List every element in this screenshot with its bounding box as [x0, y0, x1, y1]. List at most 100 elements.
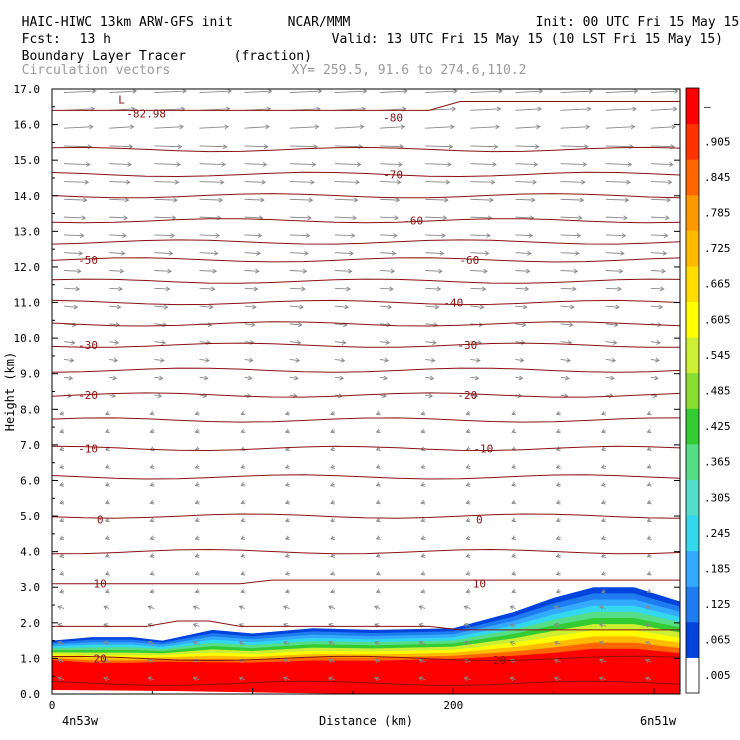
vector-head — [267, 88, 273, 94]
vector-head — [116, 304, 122, 310]
terrain-strip — [52, 690, 374, 694]
vector-head — [463, 676, 469, 681]
vector-arrow — [240, 553, 246, 558]
vector-head — [645, 640, 650, 646]
vector-arrow — [328, 605, 336, 610]
vector-shaft — [650, 90, 678, 94]
vector-head — [495, 124, 500, 130]
vector-arrow — [380, 197, 401, 203]
vector-head — [509, 640, 515, 646]
vector-arrow — [334, 268, 353, 274]
vector-arrow — [64, 233, 85, 239]
vector-head — [600, 588, 606, 594]
vector-arrow — [154, 357, 165, 363]
vector-shaft — [560, 145, 588, 148]
vector-arrow — [194, 410, 200, 416]
vector-arrow — [645, 658, 652, 664]
vector-arrow — [104, 553, 110, 558]
vector-head — [149, 553, 155, 558]
vector-shaft — [560, 252, 579, 254]
vector-arrow — [104, 588, 110, 594]
vector-arrow — [379, 357, 389, 363]
vector-arrow — [154, 161, 181, 167]
vector-arrow — [650, 161, 674, 167]
vector-arrow — [244, 250, 261, 256]
vector-shaft — [328, 641, 336, 645]
vector-shaft — [515, 181, 537, 183]
vector-shaft — [239, 605, 245, 610]
contour-label: -30 — [457, 339, 477, 352]
vector-shaft — [560, 341, 572, 344]
vector-arrow — [244, 233, 263, 239]
contour-label: 0 — [476, 514, 483, 527]
vector-head — [534, 144, 540, 150]
colorbar-label: .425 — [704, 420, 731, 433]
vector-shaft — [334, 359, 345, 362]
y-tick-label: 2.0 — [20, 617, 40, 630]
vector-head — [124, 197, 130, 203]
vector-head — [429, 375, 435, 381]
vector-head — [579, 197, 585, 203]
contour-label: -10 — [78, 442, 98, 455]
vector-shaft — [199, 181, 224, 183]
y-axis-label: Height (km) — [3, 352, 17, 431]
vector-shaft — [554, 623, 561, 627]
vector-arrow — [465, 535, 471, 541]
temperature-contour-line — [51, 239, 681, 245]
vector-arrow — [244, 286, 259, 292]
colorbar-label: .005 — [704, 669, 731, 682]
vector-shaft — [109, 145, 133, 148]
vector-head — [282, 605, 288, 610]
vector-shaft — [334, 305, 349, 308]
vector-arrow — [555, 446, 561, 452]
vector-head — [555, 482, 561, 487]
vector-arrow — [199, 233, 221, 239]
colorbar-swatch — [686, 479, 699, 516]
vector-head — [553, 676, 559, 681]
vector-head — [420, 446, 426, 452]
vector-shaft — [650, 198, 671, 201]
vector-shaft — [560, 323, 573, 326]
vector-head — [374, 640, 379, 646]
vector-arrow — [380, 233, 398, 239]
vector-head — [671, 124, 677, 130]
vector-shaft — [57, 605, 65, 610]
vector-shaft — [334, 181, 360, 183]
vector-arrow — [375, 446, 381, 451]
vector-arrow — [470, 304, 485, 310]
vector-head — [511, 499, 517, 505]
vector-arrow — [192, 676, 200, 681]
vector-head — [194, 553, 200, 558]
contour-label: 10 — [473, 578, 486, 591]
vector-head — [598, 658, 604, 664]
vector-arrow — [605, 179, 631, 185]
vector-arrow — [244, 161, 268, 167]
vector-arrow — [420, 464, 426, 469]
vector-shaft — [645, 623, 652, 627]
vector-head — [374, 605, 379, 610]
vector-arrow — [374, 640, 381, 646]
vector-arrow — [334, 179, 360, 185]
vector-shaft — [650, 376, 658, 379]
model-title: HAIC-HIWC 13km ARW-GFS init — [21, 15, 233, 30]
vector-arrow — [154, 144, 183, 150]
vector-shaft — [64, 145, 92, 148]
vector-shaft — [510, 623, 516, 627]
vector-head — [475, 357, 481, 363]
vector-arrow — [64, 88, 97, 94]
vector-arrow — [109, 124, 135, 130]
vector-arrow — [154, 124, 184, 130]
vector-shaft — [515, 216, 534, 219]
vector-shaft — [64, 287, 80, 290]
vector-arrow — [465, 464, 471, 469]
vector-head — [104, 410, 110, 416]
vector-arrow — [555, 535, 561, 541]
vector-head — [240, 553, 246, 558]
vector-arrow — [57, 658, 65, 664]
vector-arrow — [330, 428, 336, 434]
vector-shaft — [605, 359, 616, 362]
vector-shaft — [554, 677, 561, 681]
vector-head — [645, 658, 650, 664]
temperature-contour-line — [51, 299, 681, 306]
vector-arrow — [650, 340, 661, 345]
